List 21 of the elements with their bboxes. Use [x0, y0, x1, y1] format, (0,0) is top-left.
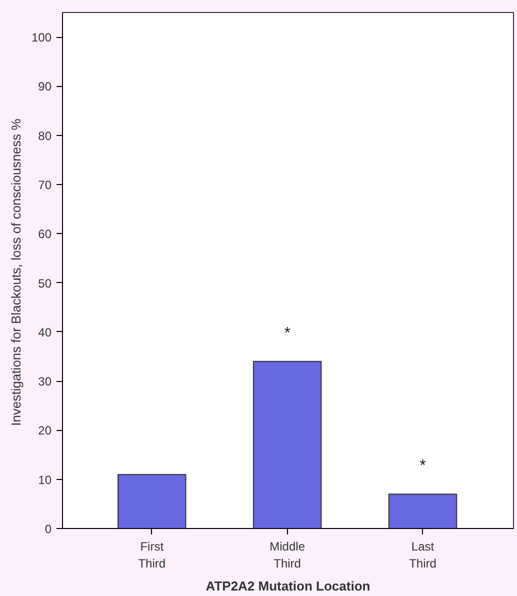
y-tick-label: 20 — [38, 424, 52, 438]
bar — [118, 474, 186, 528]
annotation: * — [284, 324, 290, 342]
y-tick-label: 10 — [38, 472, 52, 487]
y-tick-label: 80 — [38, 128, 52, 143]
y-tick-label: 0 — [44, 522, 52, 536]
bar — [388, 494, 458, 528]
y-tick-label: 40 — [38, 325, 52, 340]
x-tick-label: Middle Third — [270, 540, 306, 570]
y-tick-label: 60 — [38, 227, 52, 242]
bar — [252, 360, 322, 528]
annotation: * — [420, 458, 426, 475]
x-tick-label: First Third — [138, 540, 166, 570]
y-tick-label: 70 — [38, 178, 52, 192]
y-tick-label: 100 — [31, 30, 52, 45]
y-tick-label: 50 — [38, 276, 52, 290]
x-tick-label: Last Third — [409, 540, 436, 570]
y-tick-label: 90 — [38, 80, 52, 94]
x-axis-title: ATP2A2 Mutation Location — [206, 578, 370, 594]
y-axis-title: Investigations for Blackouts, loss of consciousness % — [8, 118, 24, 426]
y-tick-label: 30 — [38, 374, 52, 389]
